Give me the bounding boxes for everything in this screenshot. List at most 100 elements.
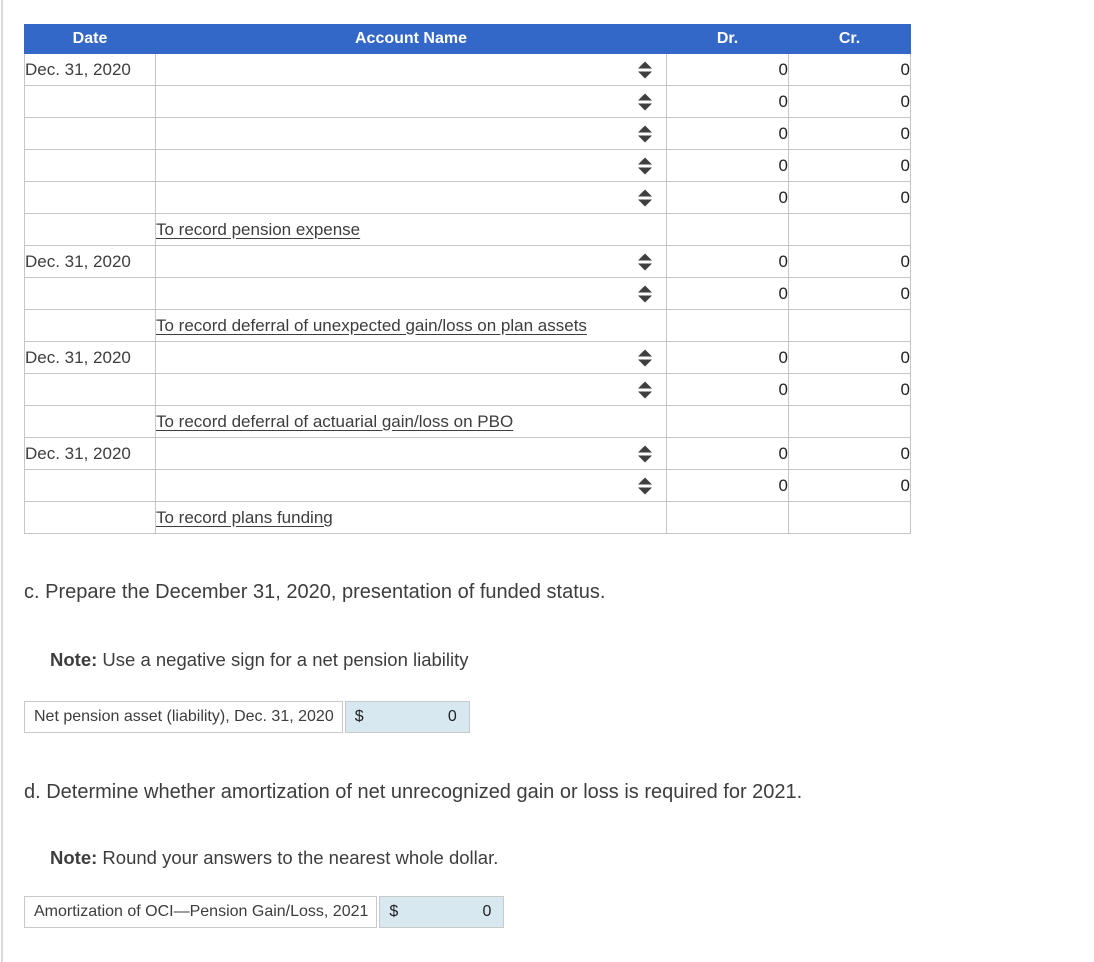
memo-cell: To record plans funding [155,501,667,534]
cr-input[interactable]: 0 [788,181,911,214]
date-cell [24,213,156,246]
table-row: 0 0 [24,469,911,502]
memo-cell: To record pension expense [155,213,667,246]
note-c: Note: Use a negative sign for a net pens… [50,649,1094,671]
dr-input[interactable]: 0 [666,117,789,150]
table-row: 0 0 [24,277,911,310]
account-select[interactable] [155,149,667,182]
date-cell [24,405,156,438]
account-select[interactable] [155,181,667,214]
section-d-heading: d. Determine whether amortization of net… [24,781,803,803]
memo-text: To record deferral of unexpected gain/lo… [156,315,587,335]
cr-empty-cell [788,309,911,342]
amount-value: 0 [482,903,492,920]
select-arrows-icon [638,445,652,462]
date-cell [24,309,156,342]
dr-input[interactable]: 0 [666,341,789,374]
date-cell [24,469,156,502]
cr-input[interactable]: 0 [788,245,911,278]
date-cell [24,149,156,182]
table-row: Dec. 31, 2020 0 0 [24,245,911,278]
dr-empty-cell [666,501,789,534]
section-c-heading: c. Prepare the December 31, 2020, presen… [24,581,606,603]
select-arrows-icon [638,189,652,206]
memo-cell: To record deferral of unexpected gain/lo… [155,309,667,342]
cr-input[interactable]: 0 [788,117,911,150]
note-d: Note: Round your answers to the nearest … [50,847,1094,869]
date-cell [24,85,156,118]
memo-text: To record plans funding [156,507,333,527]
select-arrows-icon [638,381,652,398]
table-row: Dec. 31, 2020 0 0 [24,53,911,86]
amount-input[interactable]: $ 0 [344,701,470,733]
cr-input[interactable]: 0 [788,437,911,470]
select-arrows-icon [638,349,652,366]
funded-status-row: Net pension asset (liability), Dec. 31, … [24,701,470,733]
dr-empty-cell [666,213,789,246]
worksheet-page: Date Account Name Dr. Cr. Dec. 31, 2020 … [24,24,1094,928]
date-cell [24,277,156,310]
memo-row: To record pension expense [24,213,911,246]
select-arrows-icon [638,285,652,302]
dr-input[interactable]: 0 [666,181,789,214]
field-label: Amortization of OCI—Pension Gain/Loss, 2… [24,896,378,928]
account-select[interactable] [155,373,667,406]
dr-input[interactable]: 0 [666,245,789,278]
cr-empty-cell [788,213,911,246]
memo-row: To record plans funding [24,501,911,534]
select-arrows-icon [638,61,652,78]
table-row: 0 0 [24,149,911,182]
account-select[interactable] [155,341,667,374]
account-select[interactable] [155,117,667,150]
select-arrows-icon [638,477,652,494]
cr-input[interactable]: 0 [788,277,911,310]
select-arrows-icon [638,93,652,110]
table-row: 0 0 [24,373,911,406]
account-select[interactable] [155,277,667,310]
table-row: 0 0 [24,181,911,214]
column-header-dr: Dr. [666,24,789,54]
column-header-cr: Cr. [788,24,911,54]
dr-input[interactable]: 0 [666,149,789,182]
page-left-border [1,0,3,962]
cr-input[interactable]: 0 [788,149,911,182]
dollar-sign: $ [354,708,364,725]
amount-value: 0 [447,708,457,725]
account-select[interactable] [155,53,667,86]
account-select[interactable] [155,469,667,502]
note-d-label: Note: [50,847,98,868]
cr-input[interactable]: 0 [788,341,911,374]
note-d-text: Round your answers to the nearest whole … [97,847,499,868]
date-cell [24,501,156,534]
dr-input[interactable]: 0 [666,85,789,118]
column-header-date: Date [24,24,156,54]
select-arrows-icon [638,157,652,174]
dr-input[interactable]: 0 [666,277,789,310]
cr-input[interactable]: 0 [788,53,911,86]
date-cell: Dec. 31, 2020 [24,245,156,278]
table-row: 0 0 [24,85,911,118]
memo-text: To record pension expense [156,219,361,239]
date-cell [24,181,156,214]
dr-input[interactable]: 0 [666,53,789,86]
dr-input[interactable]: 0 [666,437,789,470]
date-cell: Dec. 31, 2020 [24,341,156,374]
cr-input[interactable]: 0 [788,85,911,118]
amount-input[interactable]: $ 0 [379,896,505,928]
account-select[interactable] [155,437,667,470]
note-c-label: Note: [50,649,98,670]
date-cell [24,373,156,406]
dr-empty-cell [666,405,789,438]
select-arrows-icon [638,253,652,270]
cr-input[interactable]: 0 [788,373,911,406]
field-label: Net pension asset (liability), Dec. 31, … [24,701,343,733]
memo-row: To record deferral of unexpected gain/lo… [24,309,911,342]
cr-input[interactable]: 0 [788,469,911,502]
dr-input[interactable]: 0 [666,469,789,502]
journal-entry-table: Date Account Name Dr. Cr. Dec. 31, 2020 … [24,24,911,534]
table-row: Dec. 31, 2020 0 0 [24,341,911,374]
account-select[interactable] [155,85,667,118]
memo-text: To record deferral of actuarial gain/los… [156,411,514,431]
account-select[interactable] [155,245,667,278]
dr-input[interactable]: 0 [666,373,789,406]
